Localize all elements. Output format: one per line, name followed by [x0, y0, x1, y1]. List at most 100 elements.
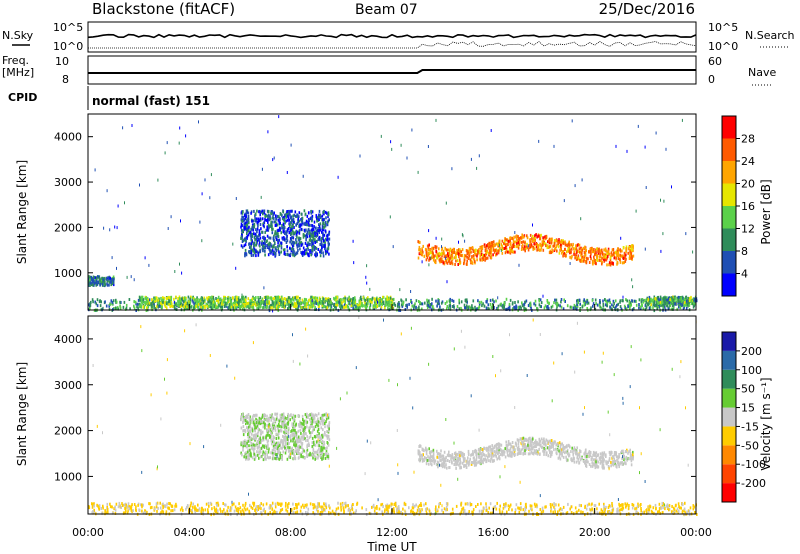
heatmap-cell: [387, 298, 389, 302]
heatmap-cell: [397, 302, 399, 306]
heatmap-cell: [312, 296, 315, 300]
heatmap-cell: [505, 307, 507, 311]
heatmap-cell: [501, 246, 503, 249]
heatmap-cell: [151, 298, 153, 302]
heatmap-cell: [274, 502, 277, 506]
heatmap-cell: [160, 511, 162, 515]
heatmap-cell: [410, 300, 412, 303]
heatmap-cell: [493, 250, 496, 254]
heatmap-cell: [458, 255, 460, 259]
heatmap-cell: [595, 248, 597, 252]
heatmap-cell: [285, 215, 287, 219]
heatmap-cell: [278, 238, 280, 242]
heatmap-cell: [560, 248, 562, 251]
heatmap-cell: [406, 303, 408, 307]
noise-cell: [260, 195, 262, 199]
heatmap-cell: [472, 250, 475, 253]
heatmap-cell: [426, 303, 429, 307]
heatmap-cell: [271, 507, 274, 511]
heatmap-cell: [302, 235, 305, 239]
heatmap-cell: [352, 304, 354, 308]
heatmap-cell: [448, 307, 451, 311]
heatmap-cell: [228, 509, 231, 513]
heatmap-cell: [209, 501, 212, 505]
heatmap-cell: [687, 304, 689, 308]
heatmap-cell: [288, 300, 290, 304]
heatmap-cell: [201, 305, 204, 309]
heatmap-cell: [251, 305, 253, 309]
heatmap-cell: [300, 241, 303, 245]
heatmap-cell: [546, 300, 549, 304]
noise-cell: [411, 128, 413, 132]
heatmap-cell: [271, 501, 274, 505]
heatmap-cell: [346, 304, 349, 308]
heatmap-cell: [266, 244, 268, 247]
heatmap-cell: [575, 248, 578, 252]
heatmap-cell: [242, 307, 244, 311]
heatmap-cell: [527, 304, 530, 307]
heatmap-cell: [273, 234, 275, 238]
heatmap-cell: [140, 305, 142, 309]
heatmap-cell: [488, 241, 490, 245]
heatmap-cell: [162, 296, 164, 300]
heatmap-cell: [672, 305, 675, 309]
heatmap-cell: [93, 276, 96, 279]
heatmap-cell: [284, 213, 287, 217]
noise-cell: [622, 295, 624, 299]
heatmap-cell: [423, 503, 425, 507]
heatmap-cell: [303, 222, 305, 226]
heatmap-cell: [509, 248, 511, 252]
heatmap-cell: [377, 298, 380, 302]
heatmap-cell: [142, 305, 144, 309]
heatmap-cell: [273, 296, 276, 300]
heatmap-cell: [590, 252, 592, 256]
heatmap-cell: [260, 507, 262, 511]
heatmap-cell: [311, 219, 313, 223]
heatmap-cell: [526, 242, 528, 246]
heatmap-cell: [546, 246, 549, 250]
heatmap-cell: [276, 295, 278, 299]
heatmap-cell: [263, 235, 265, 239]
heatmap-cell: [492, 240, 495, 244]
heatmap-cell: [387, 300, 389, 304]
heatmap-cell: [317, 237, 320, 241]
heatmap-cell: [109, 276, 111, 280]
heatmap-cell: [269, 296, 271, 300]
heatmap-cell: [335, 303, 337, 306]
heatmap-cell: [289, 222, 291, 226]
heatmap-cell: [353, 307, 356, 311]
heatmap-cell: [155, 305, 158, 309]
heatmap-cell: [467, 511, 470, 515]
heatmap-cell: [310, 211, 313, 215]
heatmap-cell: [645, 511, 648, 515]
heatmap-cell: [202, 511, 204, 515]
heatmap-cell: [194, 306, 196, 309]
heatmap-cell: [453, 251, 455, 254]
heatmap-cell: [281, 226, 283, 230]
heatmap-cell: [276, 303, 278, 307]
heatmap-cell: [505, 248, 508, 251]
heatmap-cell: [481, 253, 484, 257]
heatmap-cell: [471, 255, 473, 258]
heatmap-cell: [304, 503, 306, 507]
noise-cell: [527, 244, 529, 248]
heatmap-cell: [175, 502, 177, 506]
heatmap-cell: [184, 306, 187, 310]
heatmap-cell: [487, 511, 489, 514]
heatmap-cell: [285, 233, 288, 237]
heatmap-cell: [479, 258, 482, 262]
heatmap-cell: [107, 510, 109, 514]
heatmap-cell: [282, 218, 285, 221]
heatmap-cell: [507, 239, 509, 243]
heatmap-cell: [278, 215, 280, 219]
heatmap-cell: [656, 307, 658, 310]
heatmap-cell: [263, 211, 265, 215]
heatmap-cell: [503, 503, 505, 507]
heatmap-cell: [223, 508, 225, 512]
heatmap-cell: [614, 299, 617, 303]
heatmap-cell: [578, 503, 581, 507]
heatmap-cell: [97, 275, 100, 279]
heatmap-cell: [612, 253, 615, 256]
heatmap-cell: [484, 258, 486, 262]
heatmap-cell: [244, 508, 247, 512]
